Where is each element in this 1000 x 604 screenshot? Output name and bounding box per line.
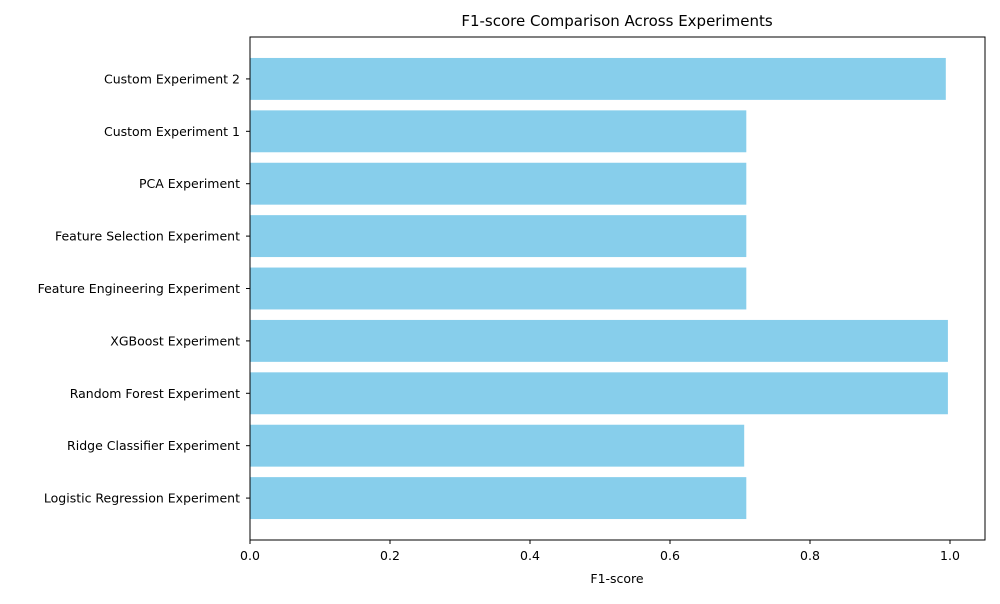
y-tick-label: Logistic Regression Experiment [44, 491, 240, 506]
x-tick-label: 0.4 [520, 548, 540, 563]
y-tick-label: Random Forest Experiment [70, 386, 240, 401]
bar [250, 162, 747, 205]
plot-frame [249, 36, 986, 541]
bars-layer [250, 57, 948, 520]
y-tick-label: Feature Selection Experiment [55, 229, 240, 244]
chart-title: F1-score Comparison Across Experiments [461, 12, 773, 30]
y-tick-label: Feature Engineering Experiment [38, 281, 241, 296]
x-tick-label: 1.0 [940, 548, 960, 563]
bar [250, 477, 747, 520]
y-axis-ticks: Logistic Regression Experiment Ridge Clas… [38, 71, 250, 506]
bar [250, 372, 948, 415]
bar [250, 215, 747, 258]
x-tick-label: 0.8 [800, 548, 820, 563]
y-tick-label: Ridge Classifier Experiment [67, 438, 240, 453]
bar [250, 57, 946, 100]
x-tick-label: 0.2 [380, 548, 400, 563]
bar [250, 267, 747, 310]
plot-border [249, 36, 986, 541]
y-tick-label: XGBoost Experiment [110, 333, 240, 348]
x-axis-ticks: 0.0 0.2 0.4 0.6 0.8 1.0 [240, 540, 960, 563]
y-tick-label: Custom Experiment 2 [104, 71, 240, 86]
bar [250, 319, 948, 362]
y-tick-label: Custom Experiment 1 [104, 124, 240, 139]
x-tick-label: 0.6 [660, 548, 680, 563]
bar [250, 424, 745, 467]
bar [250, 110, 747, 153]
x-axis-title: F1-score [590, 571, 644, 586]
y-tick-label: PCA Experiment [139, 176, 240, 191]
x-tick-label: 0.0 [240, 548, 260, 563]
